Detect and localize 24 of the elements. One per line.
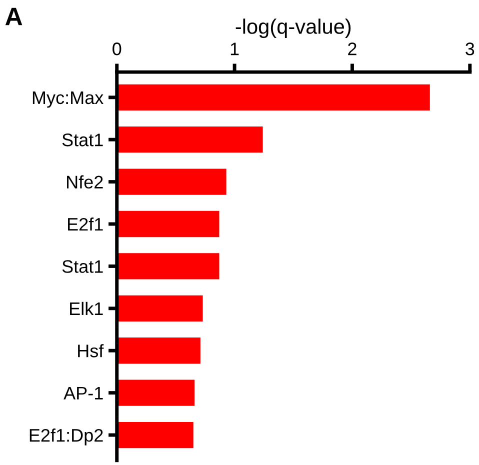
- bar: [116, 422, 194, 448]
- y-tick-label: E2f1: [68, 217, 103, 231]
- x-tick-label: 3: [466, 42, 474, 56]
- bar: [116, 338, 200, 364]
- bar: [116, 253, 220, 280]
- x-tick-label: 0: [112, 42, 122, 56]
- y-tick-label: Stat1: [62, 134, 103, 146]
- x-tick-label: 2: [348, 42, 356, 56]
- y-tick-label: Myc:Max: [32, 92, 104, 108]
- y-tick-label: E2f1:Dp2: [30, 428, 103, 446]
- x-tick-label: 1: [230, 42, 239, 56]
- y-tick-label: AP-1: [64, 386, 103, 400]
- y-tick-label: Hsf: [78, 344, 104, 358]
- y-tick-label: Elk1: [70, 302, 103, 315]
- text: A: [5, 8, 22, 26]
- bar: [116, 380, 195, 406]
- bar: [116, 126, 263, 153]
- x-axis-title: -log(q-value): [236, 18, 351, 38]
- bar: [116, 295, 203, 322]
- bar: [116, 210, 220, 238]
- bar: [116, 168, 226, 195]
- bar: [116, 84, 430, 110]
- y-tick-label: Stat1: [62, 260, 103, 273]
- y-tick-label: Nfe2: [67, 175, 103, 189]
